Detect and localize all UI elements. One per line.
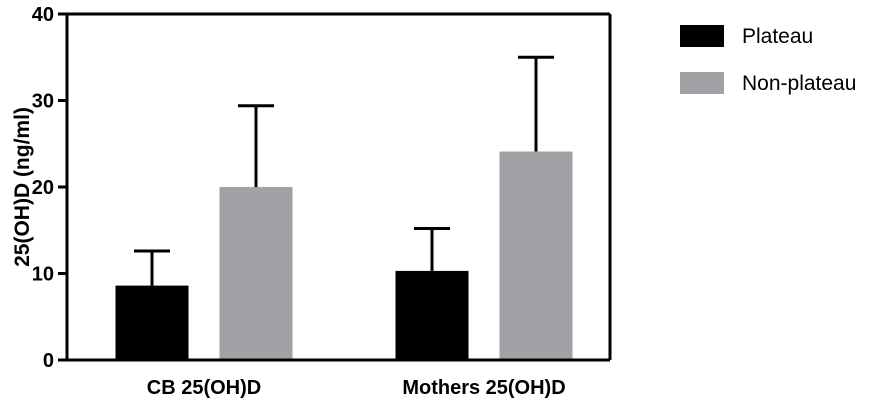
legend: Plateau Non-plateau bbox=[680, 25, 856, 95]
legend-label-plateau: Plateau bbox=[742, 25, 813, 48]
x-category-label: CB 25(OH)D bbox=[147, 377, 261, 399]
bar-plateau-0 bbox=[115, 285, 189, 360]
bar-non-plateau-0 bbox=[219, 187, 293, 360]
bar-plateau-1 bbox=[395, 270, 469, 360]
y-axis-title: 25(OH)D (ng/ml) bbox=[11, 107, 34, 267]
y-tick-label: 40 bbox=[32, 4, 54, 26]
y-tick-label: 0 bbox=[43, 350, 54, 372]
x-category-labels: CB 25(OH)D Mothers 25(OH)D bbox=[147, 377, 566, 399]
x-category-label: Mothers 25(OH)D bbox=[402, 377, 565, 399]
y-tick-label: 10 bbox=[32, 264, 54, 286]
plot-area bbox=[115, 55, 573, 360]
y-ticks: 0 10 20 30 40 bbox=[32, 4, 67, 372]
legend-label-non-plateau: Non-plateau bbox=[742, 72, 856, 95]
y-tick-label: 20 bbox=[32, 177, 54, 199]
legend-swatch-plateau bbox=[680, 25, 724, 47]
y-tick-label: 30 bbox=[32, 91, 54, 113]
bar-non-plateau-1 bbox=[499, 151, 573, 360]
legend-swatch-non-plateau bbox=[680, 72, 724, 94]
